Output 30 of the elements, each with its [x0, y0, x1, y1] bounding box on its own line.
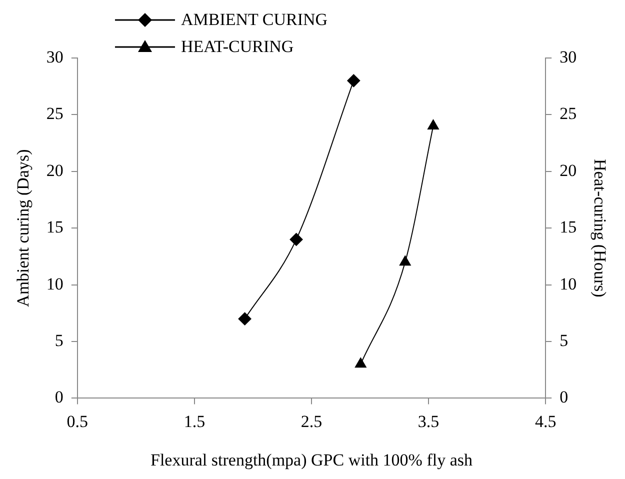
- legend-label: HEAT-CURING: [181, 36, 294, 56]
- y2-tick-label: 10: [560, 274, 577, 294]
- x-tick-label: 2.5: [300, 412, 322, 431]
- x-tick-label: 4.5: [534, 412, 556, 431]
- y-tick-label: 25: [46, 104, 64, 124]
- y2-tick-label: 25: [560, 104, 577, 124]
- legend-label: AMBIENT CURING: [181, 10, 328, 30]
- y-axis-title: Ambient curing (Days): [14, 149, 33, 307]
- y-tick-label: 15: [46, 218, 64, 237]
- point: [354, 358, 366, 368]
- x-tick-label: 1.5: [184, 412, 206, 431]
- y-tick-label: 20: [46, 160, 64, 180]
- y-tick-label: 0: [54, 388, 64, 407]
- y2-tick-label: 20: [560, 160, 577, 180]
- y2-tick-label: 30: [560, 47, 577, 66]
- y-tick-label: 5: [54, 330, 64, 350]
- y-tick-label: 30: [46, 47, 64, 66]
- point: [399, 256, 411, 266]
- point: [347, 74, 360, 88]
- x-axis-title: Flexural strength(mpa) GPC with 100% fly ash: [150, 450, 474, 470]
- point: [290, 232, 303, 246]
- x-tick-label: 3.5: [418, 412, 440, 431]
- y2-axis-title: Heat-curing (Hours): [590, 158, 610, 298]
- point: [238, 312, 252, 326]
- y2-tick-label: 15: [560, 218, 577, 237]
- y2-tick-label: 5: [560, 330, 568, 350]
- y2-tick-label: 0: [560, 388, 568, 407]
- point: [428, 120, 439, 130]
- y-tick-label: 10: [46, 274, 64, 294]
- x-tick-label: 0.5: [66, 412, 88, 431]
